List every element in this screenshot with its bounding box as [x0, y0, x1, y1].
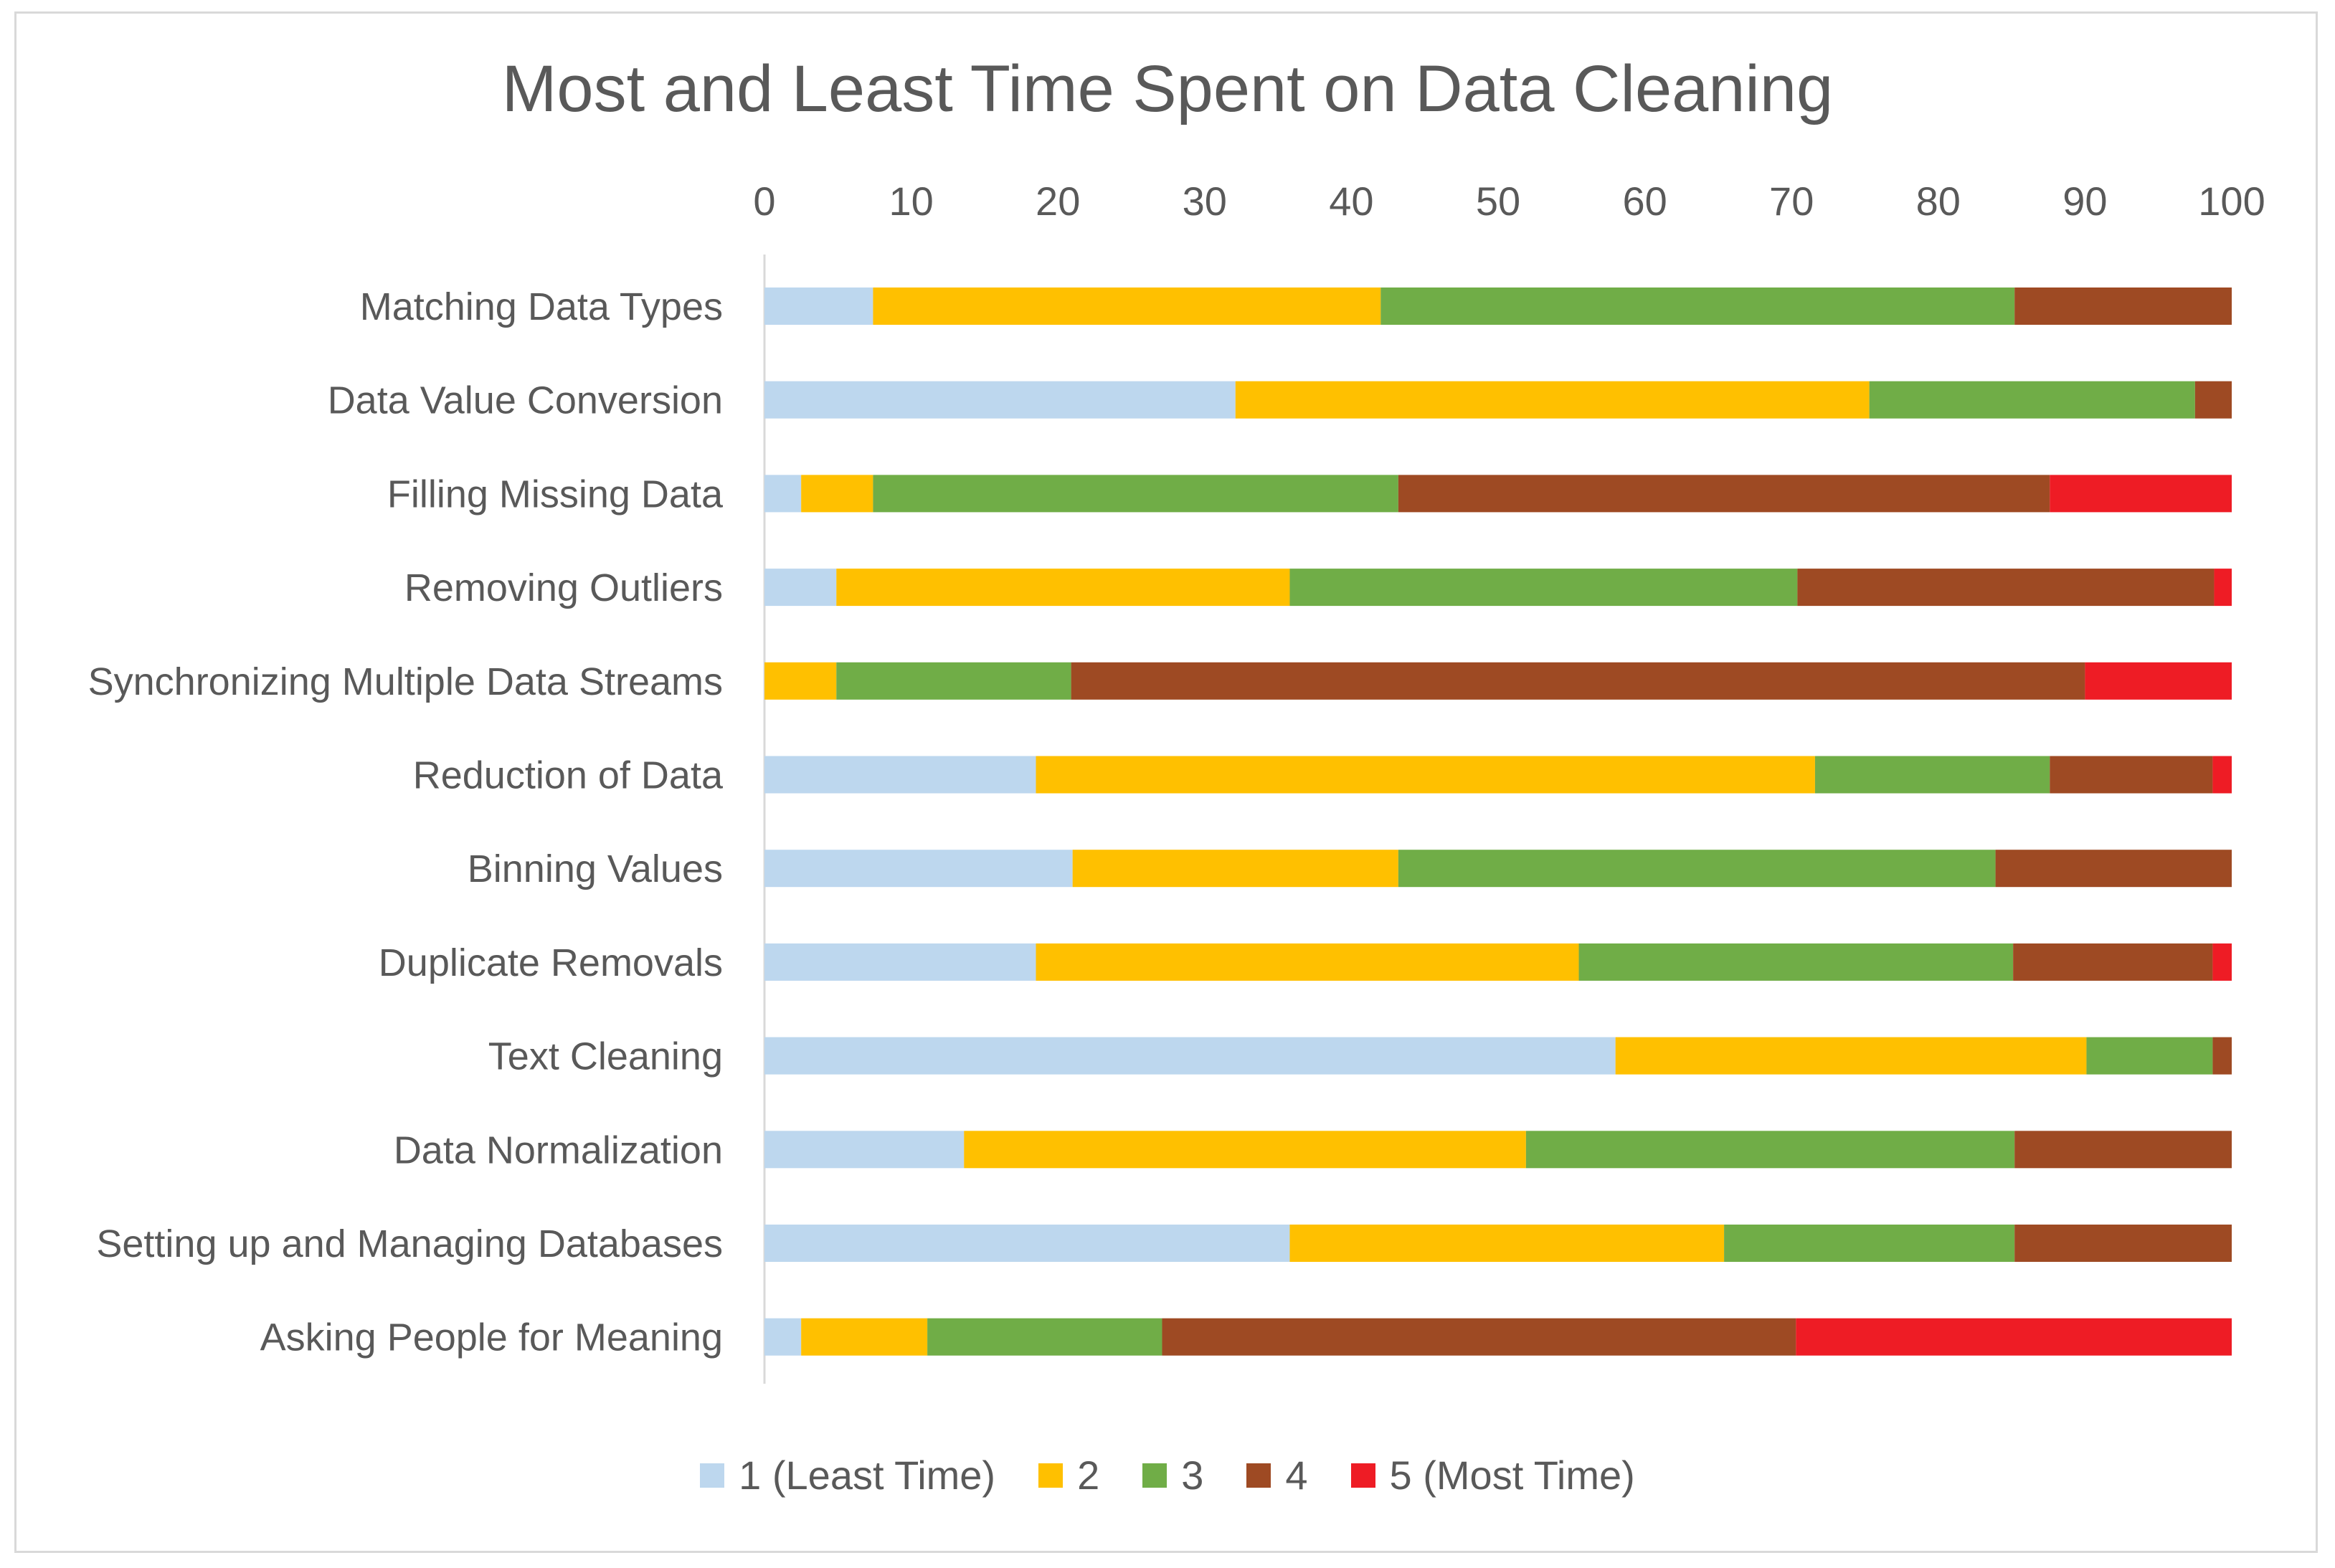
bar-segment — [1289, 1225, 1725, 1262]
bar-segment — [764, 662, 837, 700]
bar-segment — [2014, 1131, 2232, 1169]
x-tick-label: 40 — [1329, 179, 1373, 224]
legend-label: 1 (Least Time) — [739, 1453, 996, 1498]
x-tick-label: 60 — [1622, 179, 1667, 224]
bar-segment — [1235, 381, 1870, 419]
bar-segment — [2212, 943, 2232, 981]
legend-label: 2 — [1077, 1453, 1100, 1498]
category-label: Duplicate Removals — [379, 941, 723, 984]
legend-swatch — [1038, 1463, 1064, 1488]
bar-segment — [764, 756, 1036, 794]
bar-segment — [1036, 943, 1579, 981]
bar-segment — [1036, 756, 1815, 794]
bar-segment — [764, 381, 1236, 419]
legend-item: 1 (Least Time) — [700, 1452, 995, 1498]
bar-segment — [1869, 381, 2195, 419]
legend-label: 5 (Most Time) — [1389, 1453, 1635, 1498]
bar-segment — [2050, 475, 2232, 513]
bar-segment — [1995, 850, 2232, 888]
bar-segment — [1797, 569, 2215, 607]
legend-swatch — [1246, 1463, 1271, 1488]
bar-segment — [2086, 1037, 2213, 1075]
bar-segment — [2212, 1037, 2232, 1075]
bar-segment — [1578, 943, 2014, 981]
bar-segment — [2014, 1225, 2232, 1262]
bar-segment — [764, 1225, 1290, 1262]
x-tick-label: 30 — [1183, 179, 1227, 224]
legend-label: 3 — [1181, 1453, 1204, 1498]
bar-segment — [836, 662, 1071, 700]
category-label: Removing Outliers — [404, 566, 723, 609]
x-tick-label: 0 — [753, 179, 775, 224]
bar-segment — [764, 569, 837, 607]
bar-segment — [2214, 569, 2232, 607]
bar-segment — [1615, 1037, 2087, 1075]
x-tick-label: 50 — [1476, 179, 1520, 224]
chart-title: Most and Least Time Spent on Data Cleani… — [501, 52, 1834, 125]
bar-segment — [1796, 1318, 2232, 1356]
bar-segment — [764, 288, 873, 325]
category-label: Filling Missing Data — [387, 472, 724, 515]
category-label: Text Cleaning — [488, 1035, 723, 1078]
bar-segment — [1398, 850, 1996, 888]
bar-segment — [1724, 1225, 2015, 1262]
bar-segment — [1525, 1131, 2015, 1169]
category-label: Matching Data Types — [360, 285, 723, 328]
category-label: Setting up and Managing Databases — [96, 1222, 723, 1265]
legend-item: 3 — [1142, 1452, 1203, 1498]
category-label: Data Normalization — [394, 1129, 723, 1172]
bar-segment — [1072, 850, 1398, 888]
bar-segment — [764, 475, 802, 513]
x-tick-label: 10 — [889, 179, 933, 224]
bar-segment — [2013, 943, 2213, 981]
category-label: Reduction of Data — [413, 754, 724, 797]
x-tick-label: 100 — [2198, 179, 2265, 224]
legend-swatch — [1350, 1463, 1375, 1488]
legend-item: 4 — [1246, 1452, 1308, 1498]
category-label: Data Value Conversion — [328, 379, 723, 422]
bar-segment — [801, 475, 873, 513]
bar-segment — [2050, 756, 2213, 794]
legend-swatch — [1142, 1463, 1168, 1488]
bar-segment — [1380, 288, 2015, 325]
bar-segment — [764, 1131, 965, 1169]
bar-segment — [764, 1318, 802, 1356]
legend-item: 5 (Most Time) — [1350, 1452, 1635, 1498]
bar-segment — [2014, 288, 2232, 325]
bar-segment — [764, 943, 1036, 981]
x-tick-label: 70 — [1769, 179, 1814, 224]
x-tick-label: 20 — [1036, 179, 1080, 224]
bar-segment — [927, 1318, 1162, 1356]
bar-segment — [2085, 662, 2232, 700]
legend: 1 (Least Time) 2 3 4 5 (Most Time) — [0, 1452, 2335, 1498]
bar-segment — [1398, 475, 2050, 513]
legend-swatch — [700, 1463, 725, 1488]
legend-item: 2 — [1038, 1452, 1099, 1498]
bar-segment — [2194, 381, 2232, 419]
category-label: Synchronizing Multiple Data Streams — [88, 660, 723, 703]
bar-segment — [964, 1131, 1526, 1169]
category-label: Asking People for Meaning — [260, 1316, 723, 1359]
bar-segment — [1814, 756, 2050, 794]
bar-segment — [873, 475, 1398, 513]
bar-segment — [764, 1037, 1616, 1075]
legend-label: 4 — [1285, 1453, 1308, 1498]
x-tick-label: 90 — [2062, 179, 2107, 224]
bar-segment — [1162, 1318, 1796, 1356]
category-label: Binning Values — [468, 847, 723, 890]
bar-segment — [836, 569, 1290, 607]
bar-segment — [764, 850, 1073, 888]
bar-segment — [873, 288, 1381, 325]
bar-segment — [1071, 662, 2085, 700]
bar-segment — [2212, 756, 2232, 794]
x-tick-label: 80 — [1916, 179, 1961, 224]
bar-segment — [1289, 569, 1798, 607]
bar-segment — [801, 1318, 928, 1356]
